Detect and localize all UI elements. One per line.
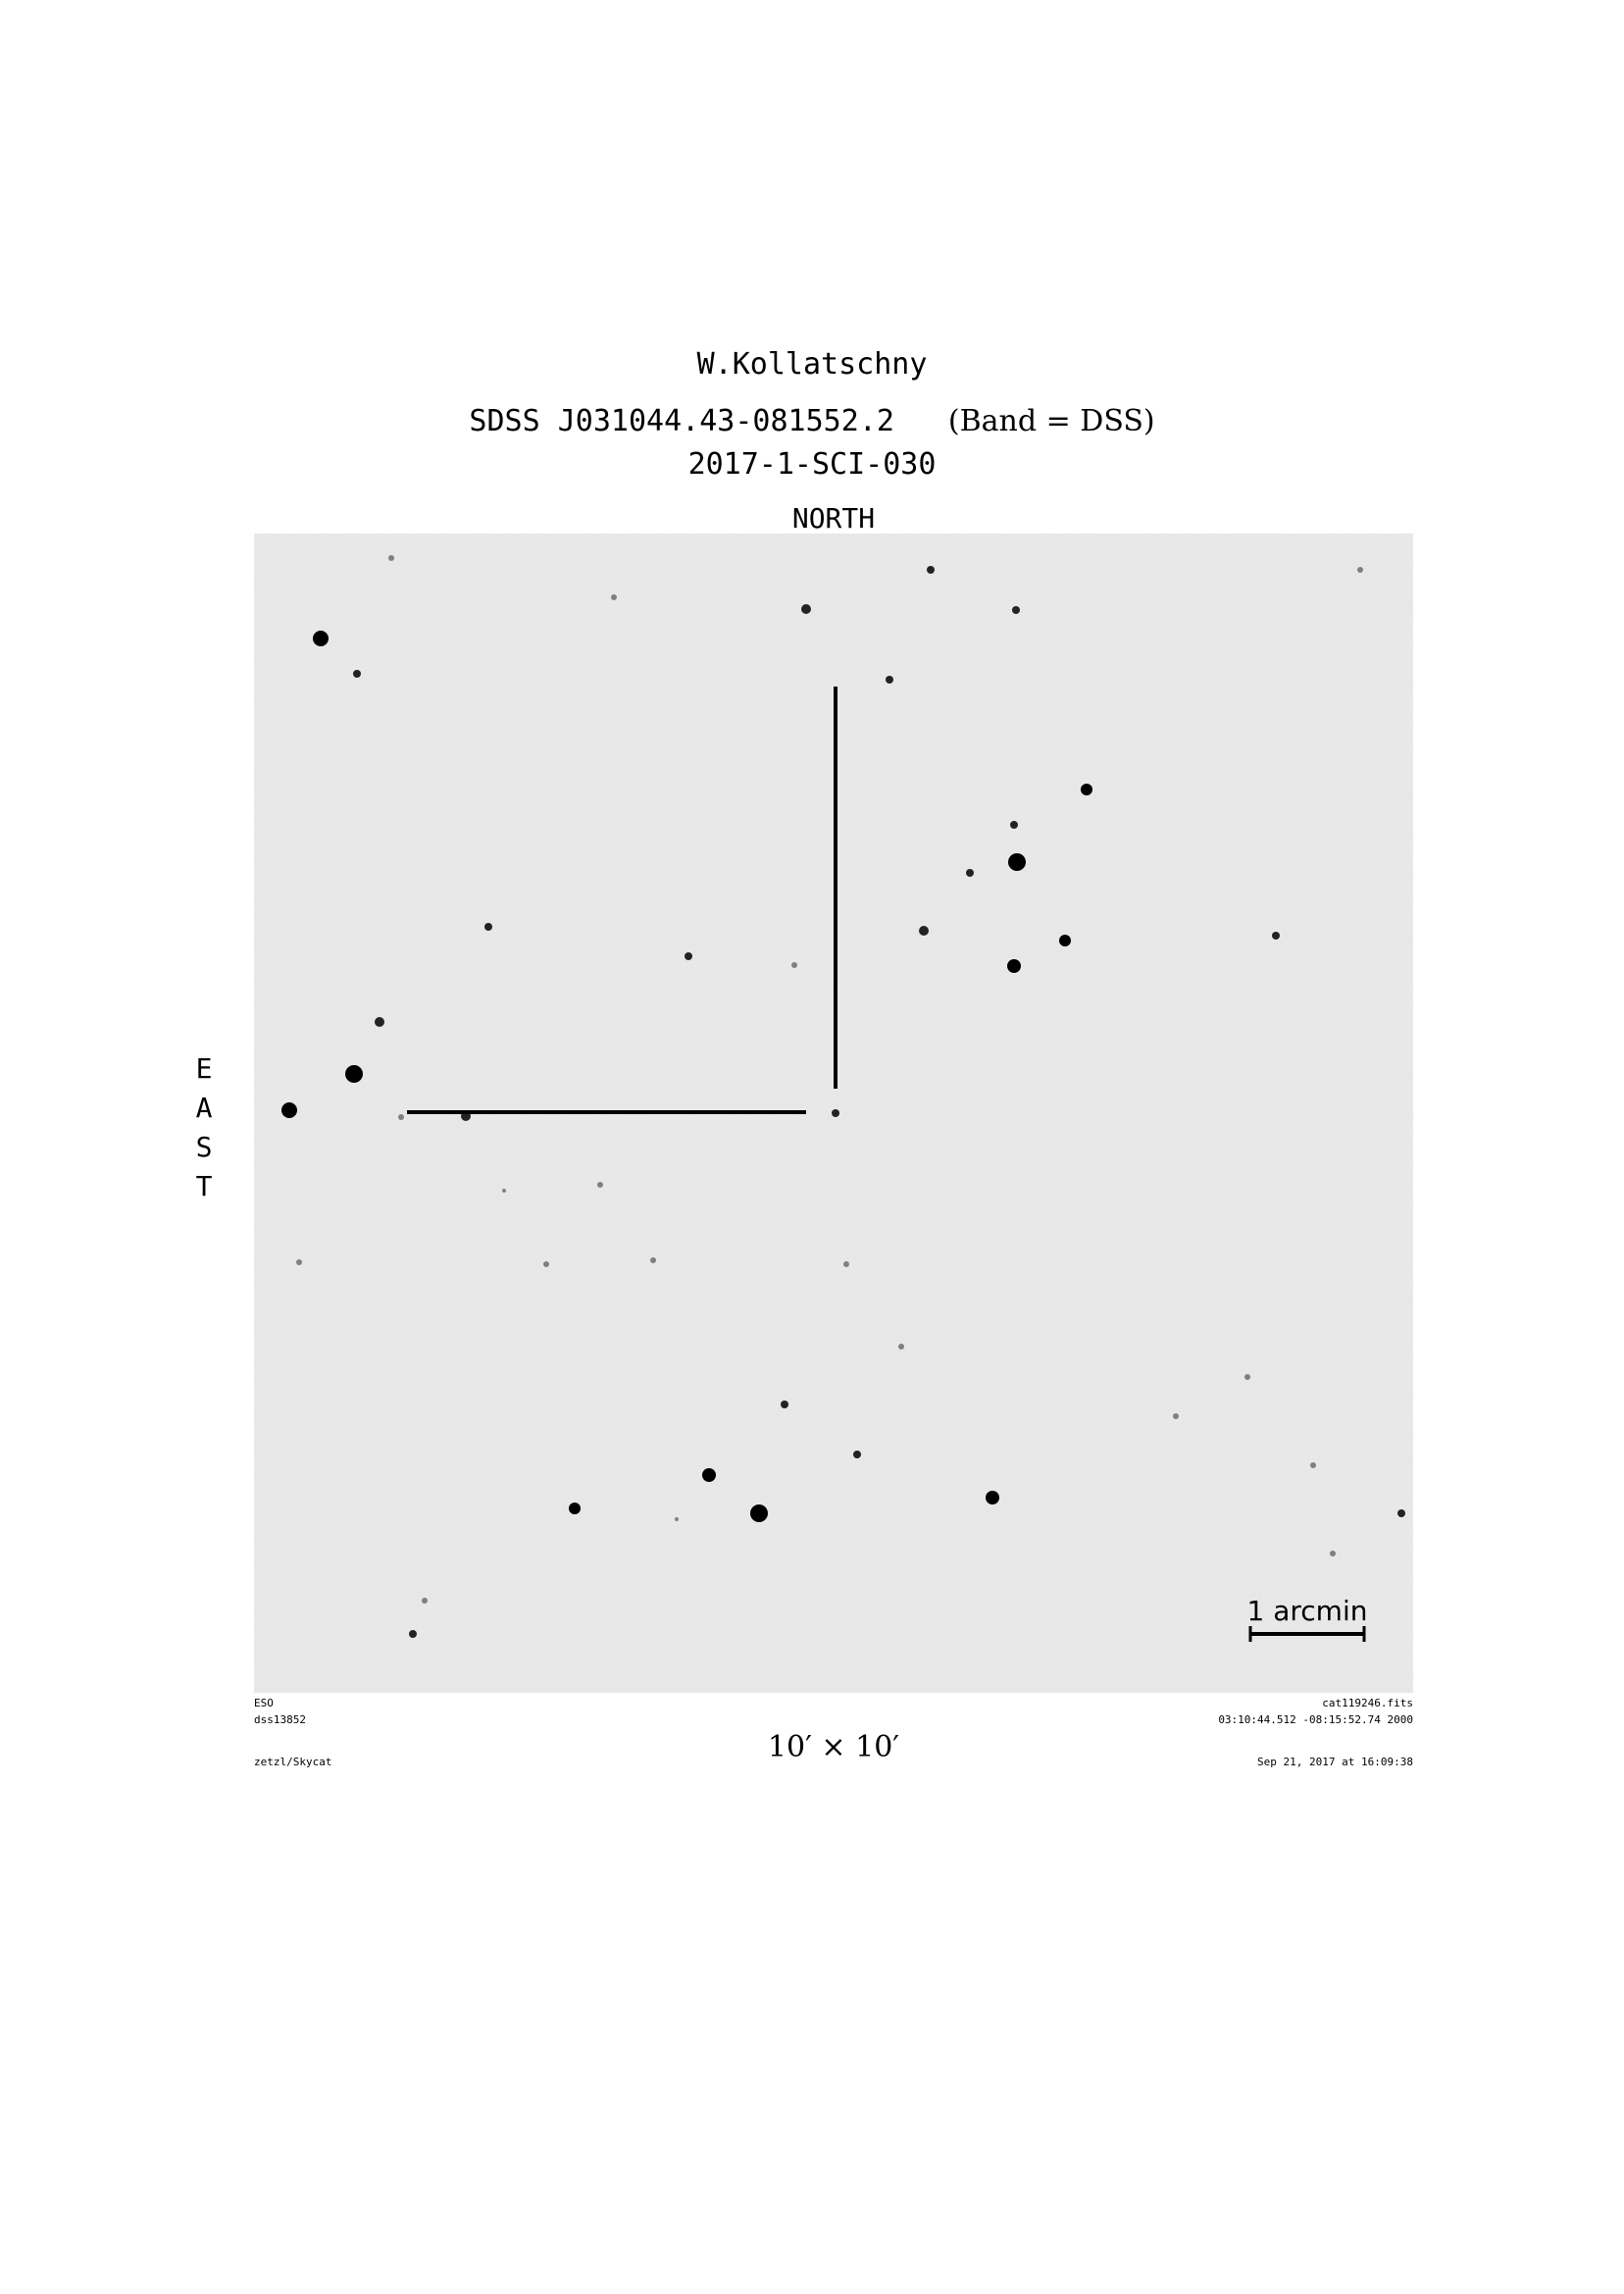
star bbox=[843, 1261, 849, 1267]
star bbox=[685, 952, 692, 960]
footer-timestamp: Sep 21, 2017 at 16:09:38 bbox=[1257, 1756, 1413, 1768]
star bbox=[898, 1344, 904, 1350]
target-name: SDSS J031044.43-081552.2 bbox=[469, 404, 894, 438]
star bbox=[409, 1630, 417, 1638]
east-letter: A bbox=[195, 1092, 213, 1124]
observer-name: W.Kollatschny bbox=[696, 347, 928, 382]
star bbox=[702, 1468, 716, 1482]
star bbox=[484, 923, 492, 931]
star bbox=[675, 1517, 679, 1521]
star bbox=[791, 962, 797, 968]
star bbox=[1397, 1509, 1405, 1517]
star bbox=[1357, 567, 1363, 573]
star bbox=[1081, 784, 1092, 795]
star bbox=[832, 1109, 839, 1117]
star bbox=[781, 1401, 788, 1408]
star bbox=[611, 594, 617, 600]
star bbox=[650, 1257, 656, 1263]
star bbox=[886, 676, 893, 684]
star bbox=[543, 1261, 549, 1267]
band-label: (Band = DSS) bbox=[947, 404, 1155, 438]
star bbox=[1244, 1374, 1250, 1380]
footer-fits-file: cat119246.fits bbox=[1322, 1697, 1413, 1709]
star bbox=[569, 1503, 581, 1514]
target-heading: SDSS J031044.43-081552.2 (Band = DSS) bbox=[0, 404, 1624, 438]
finding-chart-image: 1 arcmin bbox=[254, 534, 1413, 1693]
star bbox=[281, 1102, 297, 1118]
east-letter: T bbox=[195, 1170, 213, 1202]
star bbox=[1010, 821, 1018, 829]
scale-bar-label: 1 arcmin bbox=[1247, 1595, 1368, 1627]
east-letter: S bbox=[195, 1131, 213, 1163]
star bbox=[1310, 1462, 1316, 1468]
star bbox=[422, 1598, 428, 1604]
star bbox=[919, 926, 929, 936]
east-letter: E bbox=[195, 1052, 213, 1085]
star bbox=[388, 555, 394, 561]
star bbox=[1008, 853, 1026, 871]
star bbox=[345, 1065, 363, 1083]
star bbox=[313, 631, 329, 646]
star bbox=[597, 1182, 603, 1188]
star bbox=[966, 869, 974, 877]
star bbox=[502, 1189, 506, 1193]
sky-field: 1 arcmin bbox=[254, 534, 1413, 1693]
north-label: NORTH bbox=[791, 502, 876, 535]
star bbox=[1272, 932, 1280, 940]
footer-survey-id: dss13852 bbox=[254, 1713, 306, 1726]
star bbox=[296, 1259, 302, 1265]
star bbox=[801, 604, 811, 614]
footer-org: ESO bbox=[254, 1697, 274, 1709]
star bbox=[375, 1017, 384, 1027]
star bbox=[986, 1491, 999, 1504]
star bbox=[1007, 959, 1021, 973]
star bbox=[927, 566, 935, 574]
footer-coordinates: 03:10:44.512 -08:15:52.74 2000 bbox=[1218, 1713, 1413, 1726]
east-label: E A S T bbox=[189, 1049, 219, 1206]
footer-software: zetzl/Skycat bbox=[254, 1756, 332, 1768]
star bbox=[750, 1504, 768, 1522]
field-of-view: 10′ × 10′ bbox=[767, 1730, 900, 1764]
star bbox=[1059, 935, 1071, 946]
star bbox=[1330, 1551, 1336, 1556]
star bbox=[853, 1451, 861, 1458]
star bbox=[353, 670, 361, 678]
program-id: 2017-1-SCI-030 bbox=[687, 447, 937, 482]
star bbox=[1173, 1413, 1179, 1419]
star bbox=[398, 1114, 404, 1120]
star bbox=[1012, 606, 1020, 614]
stars bbox=[281, 555, 1405, 1638]
